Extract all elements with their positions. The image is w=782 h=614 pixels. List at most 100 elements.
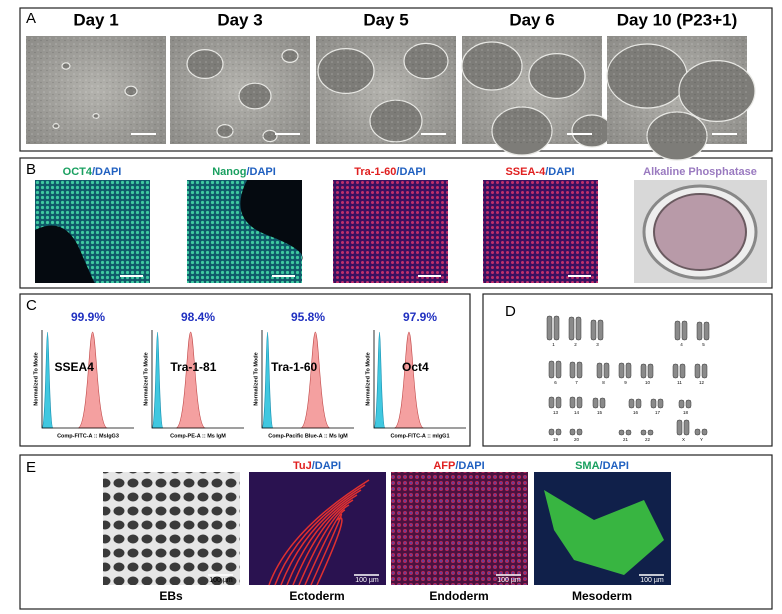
caption: Endoderm bbox=[429, 589, 488, 603]
image bbox=[249, 472, 386, 585]
chromosome bbox=[640, 363, 647, 379]
chromosome bbox=[703, 321, 710, 341]
chromosome-label: 5 bbox=[702, 342, 705, 347]
stain-dapi: /DAPI bbox=[600, 460, 629, 472]
chromosome bbox=[576, 361, 583, 379]
axes bbox=[373, 330, 466, 429]
panel-label: A bbox=[26, 10, 36, 27]
x-axis-label: Comp-PE-A :: Ms IgM bbox=[170, 433, 226, 439]
chromosome-label: 20 bbox=[574, 437, 580, 442]
y-axis-label: Normalized To Mode bbox=[143, 352, 149, 405]
panel-frame bbox=[19, 454, 773, 610]
neurite bbox=[310, 513, 343, 586]
chromosome-label: 12 bbox=[699, 380, 705, 385]
stain-title: SMA/DAPI bbox=[575, 460, 629, 472]
stain-dapi: /DAPI bbox=[396, 166, 425, 178]
texture bbox=[26, 36, 166, 144]
x-axis-label: Comp-FITC-A :: mIgG1 bbox=[390, 433, 449, 439]
chromosome bbox=[657, 398, 664, 409]
stain-marker: TuJ bbox=[293, 460, 312, 472]
chromosome bbox=[548, 396, 555, 409]
chromosome bbox=[596, 362, 603, 379]
stain-dapi: /DAPI bbox=[545, 166, 574, 178]
chromosome bbox=[635, 398, 642, 409]
chromosome bbox=[618, 362, 625, 379]
chromosome bbox=[555, 360, 562, 379]
texture bbox=[607, 36, 747, 144]
day-title: Day 3 bbox=[217, 10, 262, 29]
day-title: Day 10 (P23+1) bbox=[617, 10, 738, 29]
chromosome bbox=[569, 361, 576, 379]
day-title: Day 5 bbox=[363, 10, 408, 29]
chromosome-label: 14 bbox=[574, 410, 580, 415]
percent: 99.9% bbox=[71, 310, 105, 324]
chromosome bbox=[553, 315, 560, 341]
neurite bbox=[280, 489, 362, 586]
scale-label: 100 µm bbox=[355, 577, 379, 584]
axes bbox=[261, 330, 354, 429]
histogram bbox=[151, 331, 164, 429]
percent: 95.8% bbox=[291, 310, 325, 324]
stain-title: AFP/DAPI bbox=[433, 460, 484, 472]
chromosome-label: Y bbox=[700, 437, 703, 442]
chromosome bbox=[650, 398, 657, 409]
x-axis-label: Comp-Pacific Blue-A :: Ms IgM bbox=[268, 433, 348, 439]
chromosome-label: 8 bbox=[602, 380, 605, 385]
well bbox=[653, 193, 747, 271]
stain-dapi: /DAPI bbox=[92, 166, 121, 178]
neurite bbox=[286, 494, 358, 586]
chromosome bbox=[548, 360, 555, 379]
chromosome bbox=[679, 363, 686, 379]
panel-label: B bbox=[26, 161, 36, 178]
chromosome-label: 2 bbox=[574, 342, 577, 347]
chromosome-label: 4 bbox=[680, 342, 683, 347]
chromosome bbox=[618, 429, 625, 436]
stain-marker: Nanog bbox=[212, 166, 246, 178]
chromosome bbox=[625, 362, 632, 379]
stain-marker: OCT4 bbox=[63, 166, 93, 178]
x-axis-label: Comp-FITC-A :: MsIgG3 bbox=[57, 433, 119, 439]
chromosome bbox=[696, 321, 703, 341]
fluorescence-image bbox=[333, 180, 448, 283]
chromosome bbox=[694, 363, 701, 379]
chromosome bbox=[569, 428, 576, 436]
chromosome-label: 18 bbox=[683, 410, 689, 415]
histogram bbox=[300, 331, 331, 429]
stain-dapi: /DAPI bbox=[246, 166, 275, 178]
panel-label: E bbox=[26, 459, 36, 476]
neurite bbox=[316, 517, 343, 586]
marker-label: Tra-1-60 bbox=[271, 360, 317, 374]
stain-title: SSEA-4/DAPI bbox=[505, 166, 574, 178]
chromosome bbox=[576, 428, 583, 436]
panel-frame bbox=[482, 293, 773, 447]
stain-dapi: /DAPI bbox=[455, 460, 484, 472]
chromosome-label: 16 bbox=[633, 410, 639, 415]
histogram bbox=[393, 331, 424, 429]
texture bbox=[170, 36, 310, 144]
chromosome-label: 11 bbox=[677, 380, 682, 385]
chromosome-label: 9 bbox=[624, 380, 627, 385]
caption: Mesoderm bbox=[572, 589, 632, 603]
scale-label: 100 µm bbox=[640, 577, 664, 584]
chromosome bbox=[625, 429, 632, 436]
histogram bbox=[373, 331, 386, 429]
chromosome bbox=[569, 396, 576, 409]
y-axis-label: Normalized To Mode bbox=[33, 352, 39, 405]
dark-region bbox=[240, 180, 303, 260]
chromosome bbox=[548, 428, 555, 436]
stain-dapi: /DAPI bbox=[312, 460, 341, 472]
chromosome-label: 7 bbox=[575, 380, 578, 385]
stain-title: Nanog/DAPI bbox=[212, 166, 276, 178]
stain-title: OCT4/DAPI bbox=[63, 166, 122, 178]
stain-title: TuJ/DAPI bbox=[293, 460, 341, 472]
chromosome bbox=[599, 397, 606, 409]
chromosome bbox=[647, 363, 654, 379]
histogram bbox=[261, 331, 274, 429]
chromosome-label: 21 bbox=[623, 437, 629, 442]
chromosome bbox=[576, 396, 583, 409]
dark-region bbox=[35, 225, 95, 284]
chromosome bbox=[674, 320, 681, 341]
neurite bbox=[274, 484, 366, 586]
caption: Ectoderm bbox=[289, 589, 344, 603]
